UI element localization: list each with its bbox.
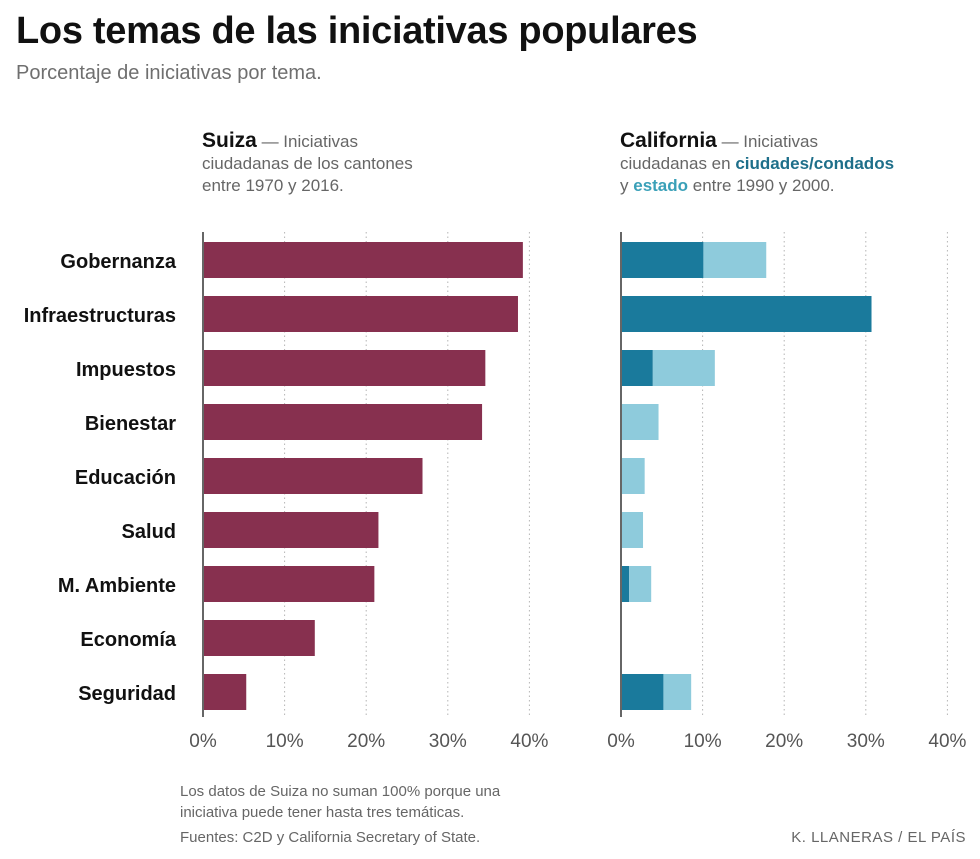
california-desc-1: — Iniciativas [716,132,818,151]
suiza-tick-label-4: 40% [510,731,548,752]
suiza-header-line-1: Suiza — Iniciativas [202,130,413,153]
category-label-4: Educación [75,467,176,489]
california-desc-2: ciudadanas en [620,154,736,173]
suiza-bar-1 [203,296,518,332]
california-desc-3a: y [620,176,634,195]
suiza-panel-title: Suiza [202,129,257,152]
california-bar-s1-5 [621,512,644,548]
suiza-bar-4 [203,458,423,494]
california-desc-3b: entre 1990 y 2000. [688,176,835,195]
suiza-tick-label-0: 0% [189,731,217,752]
chart-title: Los temas de las iniciativas populares [16,10,698,52]
legend-estado: estado [633,176,689,195]
california-header-line-1: California — Iniciativas [620,130,894,153]
suiza-bar-6 [203,566,375,602]
suiza-bar-3 [203,404,483,440]
category-label-8: Seguridad [78,683,176,705]
category-label-3: Bienestar [85,413,176,435]
category-label-2: Impuestos [76,359,176,381]
suiza-bar-7 [203,620,315,656]
suiza-desc-3: entre 1970 y 2016. [202,176,344,195]
footnote: Los datos de Suiza no suman 100% porque … [180,781,500,823]
california-bar-s0-0 [621,242,704,278]
suiza-tick-label-3: 30% [429,731,467,752]
california-bar-s1-3 [621,404,659,440]
california-header-line-3: y estado entre 1990 y 2000. [620,175,894,197]
california-tick-label-1: 10% [684,731,722,752]
suiza-desc-1: — Iniciativas [256,132,358,151]
california-bar-s1-2 [652,350,715,386]
california-bar-s1-6 [629,566,652,602]
california-tick-label-4: 40% [928,731,966,752]
category-label-1: Infraestructuras [24,305,176,327]
california-bar-s0-1 [621,296,872,332]
california-bar-s1-8 [663,674,692,710]
california-bar-s1-0 [703,242,767,278]
suiza-panel-header: Suiza — Iniciativas ciudadanas de los ca… [202,130,413,197]
suiza-bar-8 [203,674,247,710]
california-tick-label-3: 30% [847,731,885,752]
california-tick-label-0: 0% [607,731,635,752]
california-bar-s0-6 [621,566,630,602]
chart-subtitle: Porcentaje de iniciativas por tema. [16,62,322,84]
credit: K. LLANERAS / EL PAÍS [791,829,966,846]
category-label-0: Gobernanza [60,251,176,273]
california-panel-title: California [620,129,717,152]
footnote-line-1: Los datos de Suiza no suman 100% porque … [180,783,501,800]
california-bar-s0-8 [621,674,664,710]
legend-ciudades-condados: ciudades/condados [735,154,895,173]
california-bar-s0-2 [621,350,653,386]
suiza-bar-5 [203,512,379,548]
suiza-tick-label-2: 20% [347,731,385,752]
footnote-line-2: iniciativa puede tener hasta tres temáti… [180,804,465,821]
california-panel-header: California — Iniciativas ciudadanas en c… [620,130,894,197]
suiza-bar-0 [203,242,523,278]
category-label-6: M. Ambiente [58,575,176,597]
suiza-desc-2: ciudadanas de los cantones [202,154,413,173]
california-tick-label-2: 20% [765,731,803,752]
category-label-7: Economía [80,629,176,651]
suiza-bar-2 [203,350,486,386]
california-bar-s1-4 [621,458,645,494]
category-label-5: Salud [122,521,176,543]
suiza-tick-label-1: 10% [266,731,304,752]
california-header-line-2: ciudadanas en ciudades/condados [620,153,894,175]
sources: Fuentes: C2D y California Secretary of S… [180,829,481,846]
